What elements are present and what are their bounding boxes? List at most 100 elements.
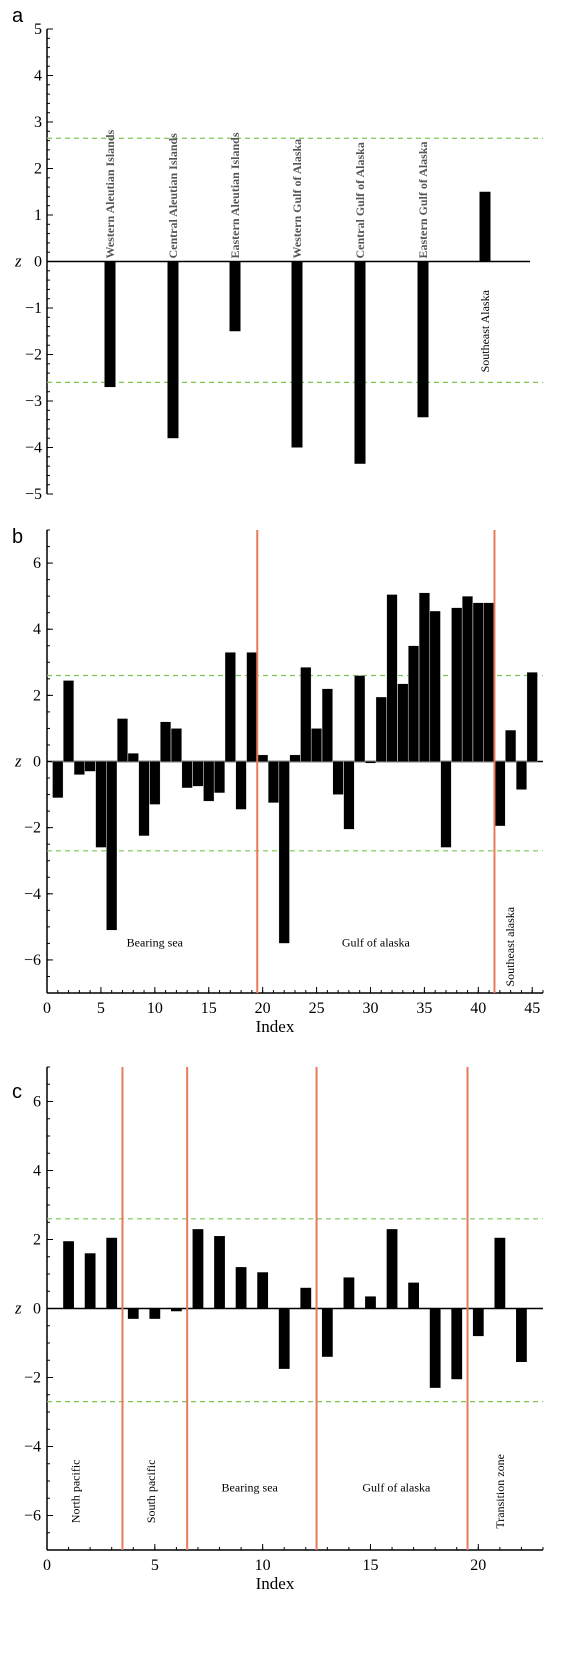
bar-c <box>429 1308 441 1388</box>
panel-b: b −6 −4 −2 0 2 4 6 0 5 10 15 20 25 30 35 40 45 Index z Beari… <box>12 526 544 1036</box>
category-label-a: Central Gulf of Alaska <box>353 142 367 258</box>
bar-b <box>138 761 150 837</box>
bar-b <box>375 696 387 762</box>
panel-a-letter: a <box>12 5 24 27</box>
bar-b <box>127 753 139 762</box>
bar-b <box>181 761 193 789</box>
bar-c <box>106 1237 118 1309</box>
bar-b <box>311 728 322 762</box>
bar-c <box>192 1229 204 1309</box>
x-tick-label-c: 20 <box>470 1557 486 1574</box>
x-tick-label-b: 30 <box>362 1000 378 1017</box>
x-tick-label-c: 10 <box>255 1557 271 1574</box>
y-tick-label-c: −2 <box>24 1370 41 1387</box>
bar-c <box>257 1272 269 1309</box>
x-tick-label-c: 5 <box>151 1557 159 1574</box>
y-tick-label-c: 0 <box>33 1301 41 1318</box>
bar-b <box>516 761 527 790</box>
y-tick-label-a: −2 <box>25 347 42 364</box>
panel-c: c −6 −4 −2 0 2 4 6 0 5 10 15 20 Index z North pacific So… <box>12 1066 544 1593</box>
bar-c <box>278 1308 290 1369</box>
y-tick-label-a: 4 <box>34 68 42 85</box>
bar-c <box>408 1282 419 1309</box>
y-axis-label-b: z <box>14 752 22 771</box>
bar-b <box>408 645 420 762</box>
x-tick-label-c: 15 <box>362 1557 378 1574</box>
bar-b <box>246 652 258 762</box>
bar-c <box>127 1308 139 1319</box>
region-label-b: Southeast alaska <box>503 906 517 986</box>
bar-b <box>462 595 473 762</box>
x-tick-label-b: 20 <box>255 1000 271 1017</box>
bar-b <box>117 718 128 762</box>
bar-b <box>52 761 64 799</box>
panel-c-letter: c <box>12 1081 22 1103</box>
x-tick-label-b: 5 <box>97 1000 105 1017</box>
bar-a <box>291 261 303 448</box>
bar-b <box>63 680 74 762</box>
y-tick-label-b: 0 <box>33 754 41 771</box>
panel-a: a −5 −4 −3 −2 −1 0 1 2 3 4 5 z Western Aleutian Islan… <box>12 5 543 503</box>
bar-b <box>257 754 269 762</box>
y-tick-label-b: −6 <box>24 952 41 969</box>
bar-b <box>170 728 182 762</box>
category-label-a: Western Gulf of Alaska <box>290 139 304 259</box>
y-tick-label-a: −3 <box>25 393 42 410</box>
category-label-a: Eastern Aleutian Islands <box>228 132 242 258</box>
bar-b <box>451 607 463 762</box>
region-label-c: Transition zone <box>493 1454 507 1529</box>
x-tick-label-b: 10 <box>147 1000 163 1017</box>
bar-a <box>167 261 179 439</box>
bar-b <box>472 602 484 762</box>
bar-b <box>289 754 301 762</box>
category-label-a: Southeast Alaska <box>478 289 492 372</box>
bar-c <box>214 1236 225 1309</box>
bar-b <box>235 761 247 810</box>
bar-b <box>224 652 236 762</box>
bar-b <box>505 729 517 762</box>
y-tick-label-a: 0 <box>34 254 42 271</box>
x-tick-label-b: 40 <box>470 1000 486 1017</box>
y-axis-label-c: z <box>14 1299 22 1318</box>
bar-c <box>235 1267 247 1309</box>
category-label-a: Western Aleutian Islands <box>103 129 117 258</box>
bar-b <box>494 761 506 827</box>
x-tick-label-b: 45 <box>524 1000 540 1017</box>
panel-b-letter: b <box>12 526 23 548</box>
bar-b <box>526 672 538 762</box>
y-tick-label-c: −4 <box>24 1439 41 1456</box>
category-label-a: Eastern Gulf of Alaska <box>416 141 430 258</box>
y-tick-label-c: 2 <box>33 1232 41 1249</box>
y-tick-label-b: 6 <box>33 555 41 572</box>
bar-b <box>483 602 495 762</box>
bar-b <box>192 761 204 787</box>
bar-c <box>300 1287 312 1309</box>
bar-b <box>397 683 409 762</box>
bar-b <box>354 675 366 762</box>
bar-b <box>95 761 107 848</box>
bar-b <box>84 761 96 772</box>
y-axis-label-a: z <box>14 252 22 271</box>
y-tick-label-a: 5 <box>34 21 42 38</box>
bar-a <box>479 191 491 262</box>
bar-c <box>494 1237 506 1309</box>
y-tick-label-c: 4 <box>33 1163 41 1180</box>
bar-c <box>516 1308 527 1362</box>
x-tick-label-c: 0 <box>43 1557 51 1574</box>
y-tick-label-a: −1 <box>25 300 42 317</box>
region-label-b: Gulf of alaska <box>342 936 411 950</box>
bar-c <box>321 1308 333 1357</box>
bar-a <box>417 261 429 418</box>
bar-a <box>229 261 241 332</box>
bar-c <box>63 1241 74 1309</box>
bar-b <box>149 761 161 805</box>
bar-c <box>149 1308 161 1319</box>
bar-a <box>354 261 366 464</box>
y-tick-label-a: 2 <box>34 161 42 178</box>
y-tick-label-b: 4 <box>33 621 41 638</box>
bar-b <box>386 594 398 762</box>
x-axis-label-b: Index <box>256 1017 295 1036</box>
bar-b <box>278 761 290 944</box>
bar-c <box>451 1308 463 1380</box>
